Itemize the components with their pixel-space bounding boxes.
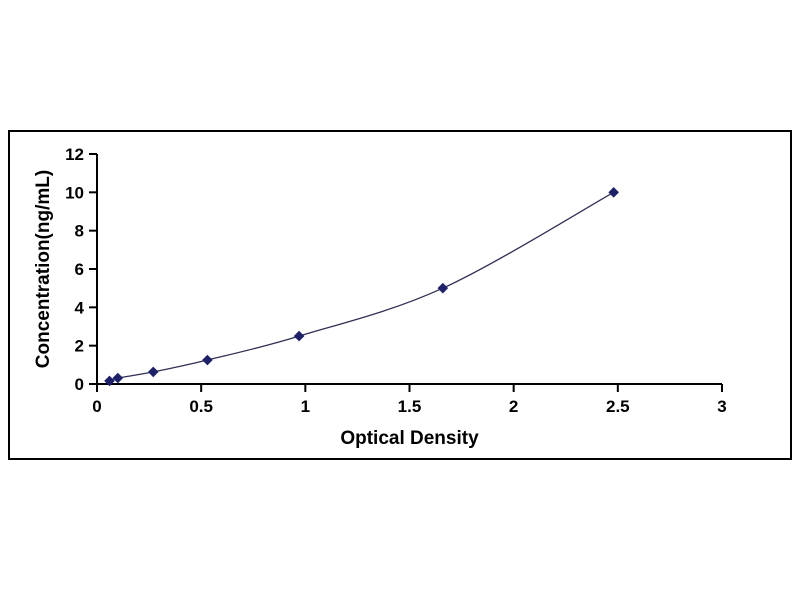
y-axis-title: Concentration(ng/mL) — [33, 169, 54, 369]
y-tick-label: 0 — [75, 375, 84, 394]
data-point-marker — [202, 354, 213, 366]
chart-frame: 0 0.5 1 1.5 2 2.5 3 0 2 4 6 8 10 12 Optical Density C… — [8, 130, 792, 460]
y-tick-label: 2 — [75, 337, 84, 356]
standard-curve-line — [109, 191, 615, 382]
data-point-marker — [437, 282, 449, 294]
standard-curve-chart: 0 0.5 1 1.5 2 2.5 3 0 2 4 6 8 10 12 — [65, 145, 727, 416]
data-point-marker — [293, 330, 305, 342]
x-tick-label: 3 — [717, 397, 726, 416]
x-tick-label: 0.5 — [189, 397, 213, 416]
data-point-marker — [147, 366, 159, 378]
y-tick-label: 4 — [75, 298, 85, 317]
x-axis-title: Optical Density — [340, 428, 479, 449]
y-tick-label: 10 — [65, 183, 84, 202]
x-tick-label: 0 — [92, 397, 101, 416]
data-point-marker — [112, 372, 124, 384]
y-tick-label: 8 — [75, 222, 84, 241]
x-tick-label: 2.5 — [606, 397, 630, 416]
x-tick-label: 1.5 — [398, 397, 422, 416]
y-tick-label: 6 — [75, 260, 84, 279]
data-point-marker — [608, 187, 619, 198]
y-tick-label: 12 — [65, 145, 84, 164]
x-tick-label: 2 — [509, 397, 518, 416]
x-tick-label: 1 — [301, 397, 310, 416]
data-point-marker — [104, 375, 115, 387]
